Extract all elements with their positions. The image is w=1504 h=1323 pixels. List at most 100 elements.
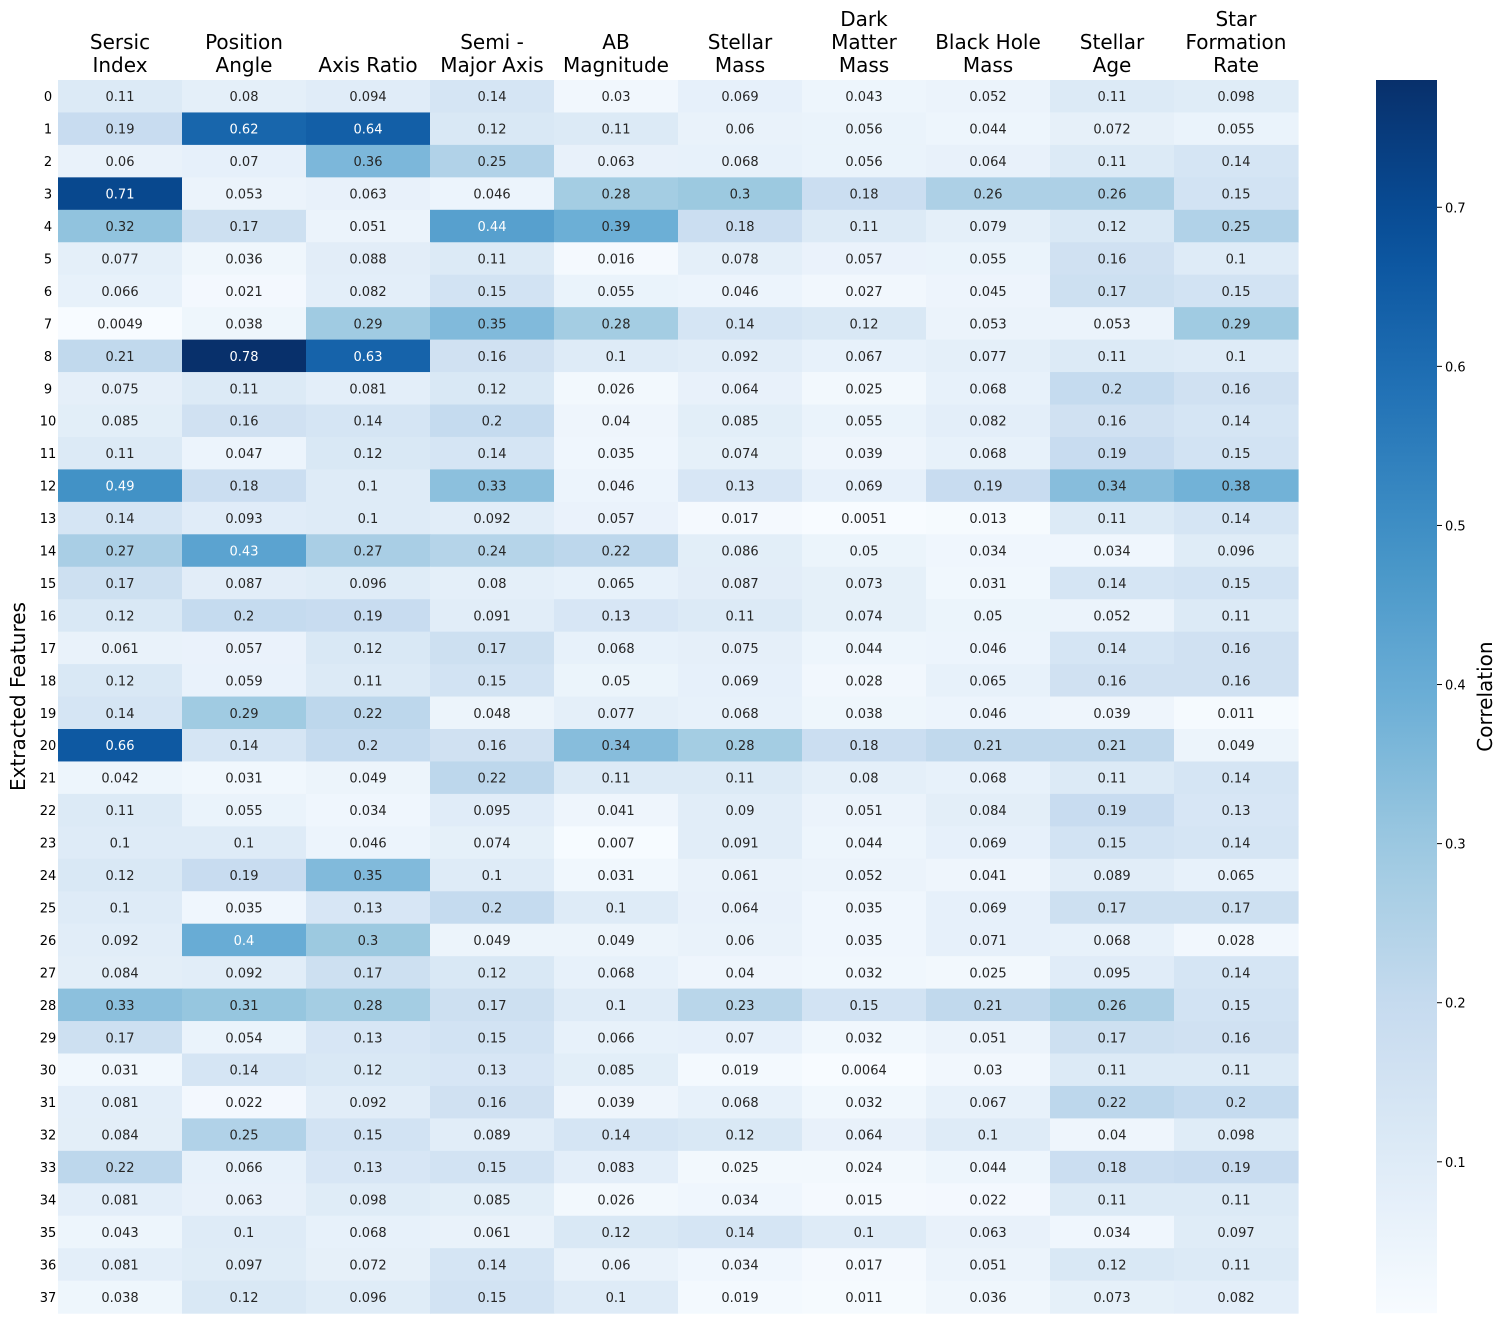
cell-value-label: 0.085 — [721, 415, 758, 430]
cell-value-label: 0.07 — [726, 1031, 755, 1046]
heatmap-cell — [182, 956, 307, 990]
cell-value-label: 0.04 — [726, 966, 755, 981]
cell-value-label: 0.1 — [234, 837, 255, 852]
row-label: 31 — [40, 1096, 57, 1111]
heatmap-cell — [306, 696, 431, 730]
heatmap-cell — [678, 339, 803, 373]
heatmap-cell — [926, 566, 1051, 600]
cell-value-label: 0.038 — [845, 707, 882, 722]
column-label: Matter — [831, 30, 898, 54]
cell-value-label: 0.069 — [721, 90, 758, 105]
heatmap-cell — [430, 1150, 555, 1184]
cell-value-label: 0.097 — [225, 1258, 262, 1273]
heatmap-cell — [182, 631, 307, 665]
heatmap-cell — [554, 469, 679, 503]
cell-value-label: 0.048 — [473, 707, 510, 722]
heatmap-cell — [430, 112, 555, 146]
cell-value-label: 0.21 — [974, 999, 1003, 1014]
cell-value-label: 0.038 — [225, 317, 262, 332]
heatmap-cell — [926, 404, 1051, 438]
heatmap-cell — [554, 372, 679, 406]
heatmap-cell — [430, 664, 555, 698]
cell-value-label: 0.057 — [597, 512, 634, 527]
colorbar-tick-label: 0.7 — [1445, 201, 1466, 216]
cell-value-label: 0.026 — [597, 1194, 634, 1209]
cell-value-label: 0.44 — [478, 220, 507, 235]
heatmap-cell — [430, 729, 555, 763]
cell-value-label: 0.091 — [721, 837, 758, 852]
heatmap-cell — [306, 307, 431, 341]
cell-value-label: 0.64 — [354, 123, 383, 138]
cell-value-label: 0.034 — [721, 1194, 758, 1209]
heatmap-cell — [182, 1183, 307, 1217]
cell-value-label: 0.075 — [101, 382, 138, 397]
cell-value-label: 0.036 — [225, 252, 262, 267]
heatmap-cell — [182, 1150, 307, 1184]
colorbar-tick-label: 0.6 — [1445, 360, 1466, 375]
cell-value-label: 0.17 — [1098, 285, 1127, 300]
heatmap-cell — [306, 242, 431, 276]
heatmap-cell — [430, 469, 555, 503]
cell-value-label: 0.096 — [349, 577, 386, 592]
heatmap-cell — [554, 339, 679, 373]
cell-value-label: 0.12 — [230, 1291, 259, 1306]
cell-value-label: 0.084 — [969, 804, 1006, 819]
heatmap-cell — [430, 956, 555, 990]
cell-value-label: 0.14 — [106, 707, 135, 722]
heatmap-cell — [1174, 1248, 1299, 1282]
cell-value-label: 0.14 — [726, 317, 755, 332]
heatmap-cell — [678, 1183, 803, 1217]
heatmap-cell — [1050, 631, 1175, 665]
cell-value-label: 0.065 — [1217, 869, 1254, 884]
cell-value-label: 0.04 — [602, 415, 631, 430]
cell-value-label: 0.041 — [597, 804, 634, 819]
cell-value-label: 0.093 — [225, 512, 262, 527]
cell-value-label: 0.12 — [478, 382, 507, 397]
cell-value-label: 0.067 — [969, 1096, 1006, 1111]
row-label: 5 — [44, 252, 52, 267]
cell-value-label: 0.05 — [974, 609, 1003, 624]
heatmap-cell — [58, 1248, 183, 1282]
heatmap-cell — [1174, 339, 1299, 373]
cell-value-label: 0.069 — [969, 901, 1006, 916]
heatmap-cell — [306, 761, 431, 795]
heatmap-cell — [926, 664, 1051, 698]
heatmap-cell — [306, 923, 431, 957]
cell-value-label: 0.083 — [597, 1161, 634, 1176]
row-label: 18 — [40, 674, 57, 689]
heatmap-cell — [678, 112, 803, 146]
heatmap-cell — [306, 80, 431, 114]
heatmap-cell — [678, 1280, 803, 1314]
heatmap-cell — [182, 826, 307, 860]
cell-value-label: 0.14 — [106, 512, 135, 527]
cell-value-label: 0.16 — [478, 1096, 507, 1111]
heatmap-cell — [1174, 307, 1299, 341]
heatmap-cell — [678, 1118, 803, 1152]
cell-value-label: 0.29 — [354, 317, 383, 332]
heatmap-cell — [182, 1118, 307, 1152]
heatmap-cell — [430, 1053, 555, 1087]
cell-value-label: 0.024 — [845, 1161, 882, 1176]
cell-value-label: 0.12 — [478, 966, 507, 981]
heatmap-cell — [802, 1280, 927, 1314]
cell-value-label: 0.11 — [1098, 1194, 1127, 1209]
cell-value-label: 0.15 — [478, 1291, 507, 1306]
heatmap-cell — [678, 1085, 803, 1119]
heatmap-cell — [182, 664, 307, 698]
cell-value-label: 0.044 — [845, 642, 882, 657]
cell-value-label: 0.17 — [1098, 901, 1127, 916]
row-label: 1 — [44, 123, 52, 138]
heatmap-cell — [802, 242, 927, 276]
column-label: Magnitude — [563, 53, 669, 77]
cell-value-label: 0.098 — [349, 1194, 386, 1209]
cell-value-label: 0.11 — [1222, 1064, 1251, 1079]
cell-value-label: 0.046 — [969, 707, 1006, 722]
cell-value-label: 0.069 — [721, 674, 758, 689]
cell-value-label: 0.29 — [1222, 317, 1251, 332]
cell-value-label: 0.015 — [845, 1194, 882, 1209]
cell-value-label: 0.1 — [358, 512, 379, 527]
heatmap-cell — [58, 988, 183, 1022]
heatmap-cell — [182, 469, 307, 503]
heatmap-cell — [430, 1183, 555, 1217]
